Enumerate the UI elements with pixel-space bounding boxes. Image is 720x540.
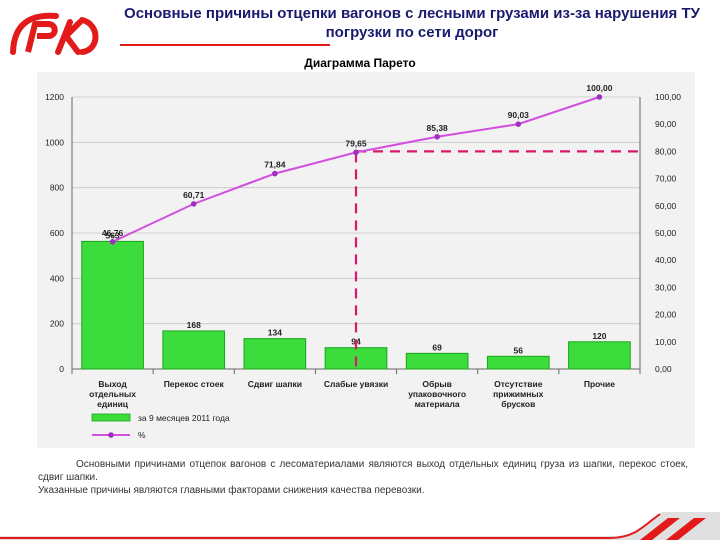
y-left-tick-label: 400 (50, 273, 64, 283)
category-label: Выход (98, 379, 127, 389)
percent-value-label: 85,38 (427, 123, 449, 133)
category-label: Отсутствие (494, 379, 543, 389)
footer-stripe (0, 512, 720, 540)
percent-point (434, 133, 440, 140)
y-right-tick-label: 80,00 (655, 146, 677, 156)
bar (243, 338, 307, 370)
y-right-tick-label: 20,00 (655, 310, 677, 320)
bar-value-label: 120 (592, 331, 606, 341)
category-label: Сдвиг шапки (248, 379, 302, 389)
category-label: упаковочного (408, 389, 466, 399)
category-label: Перекос стоек (164, 379, 225, 389)
title-underline (120, 44, 330, 46)
category-label: материала (415, 399, 460, 409)
bar (568, 341, 631, 370)
y-left-tick-label: 0 (59, 364, 64, 374)
y-left-tick-label: 1000 (45, 137, 64, 147)
y-right-tick-label: 30,00 (655, 282, 677, 292)
legend-label-bars: за 9 месяцев 2011 года (138, 413, 230, 423)
legend-swatch-bars (91, 413, 131, 422)
percent-value-label: 71,84 (264, 160, 286, 170)
category-label: единиц (97, 399, 129, 409)
legend-label-percent: % (138, 430, 146, 440)
conclusion-note: Основными причинами отцепок вагонов с ле… (38, 458, 688, 497)
category-label: Слабые увязки (324, 379, 388, 389)
bar-value-label: 134 (268, 328, 282, 338)
y-left-tick-label: 200 (50, 319, 64, 329)
category-label: отдельных (89, 389, 136, 399)
bar (81, 240, 144, 370)
bar (486, 355, 550, 370)
category-label: Обрыв (422, 379, 452, 389)
note-paragraph-2: Указанные причины являются главными факт… (38, 485, 425, 496)
bar (162, 330, 226, 370)
chart-subtitle: Диаграмма Парето (304, 56, 416, 70)
y-right-tick-label: 70,00 (655, 174, 677, 184)
category-label: брусков (501, 399, 535, 409)
rzd-logo (10, 12, 99, 55)
y-left-tick-label: 600 (50, 228, 64, 238)
y-right-tick-label: 50,00 (655, 228, 677, 238)
category-label: Прочие (584, 379, 615, 389)
chart-panel: 0 200 400 600 800 1000 1200 0,00 10,00 20,00 30,00… (37, 72, 695, 448)
note-paragraph-1: Основными причинами отцепок вагонов с ле… (38, 459, 688, 483)
bar-value-label: 69 (432, 342, 442, 352)
percent-point (515, 121, 522, 127)
percent-point (353, 149, 359, 156)
pareto-chart: 0 200 400 600 800 1000 1200 0,00 10,00 20,00 30,00… (45, 83, 681, 440)
percent-point (272, 170, 278, 177)
y-left-tick-label: 800 (50, 183, 64, 193)
legend-swatch-percent-marker (108, 432, 114, 438)
percent-value-label: 60,71 (183, 190, 205, 200)
category-label: прижимных (493, 389, 543, 399)
bar-value-label: 563 (105, 230, 119, 240)
y-right-tick-label: 60,00 (655, 201, 677, 211)
y-right-tick-label: 0,00 (655, 364, 672, 374)
percent-value-label: 79,65 (345, 138, 367, 148)
bar-value-label: 168 (187, 320, 201, 330)
percent-point (596, 94, 603, 100)
percent-point (109, 239, 116, 245)
page-title: Основные причины отцепки вагонов с лесны… (124, 5, 700, 41)
percent-point (190, 201, 197, 207)
y-right-tick-label: 90,00 (655, 119, 677, 129)
y-right-tick-label: 40,00 (655, 255, 677, 265)
bar-value-label: 56 (514, 345, 524, 355)
y-right-tick-label: 10,00 (655, 337, 677, 347)
bar (405, 352, 469, 370)
percent-value-label: 90,03 (508, 110, 530, 120)
y-right-tick-label: 100,00 (655, 92, 681, 102)
percent-value-label: 46,76 (102, 228, 124, 238)
y-left-tick-label: 1200 (45, 92, 64, 102)
percent-value-label: 100,00 (586, 83, 612, 93)
